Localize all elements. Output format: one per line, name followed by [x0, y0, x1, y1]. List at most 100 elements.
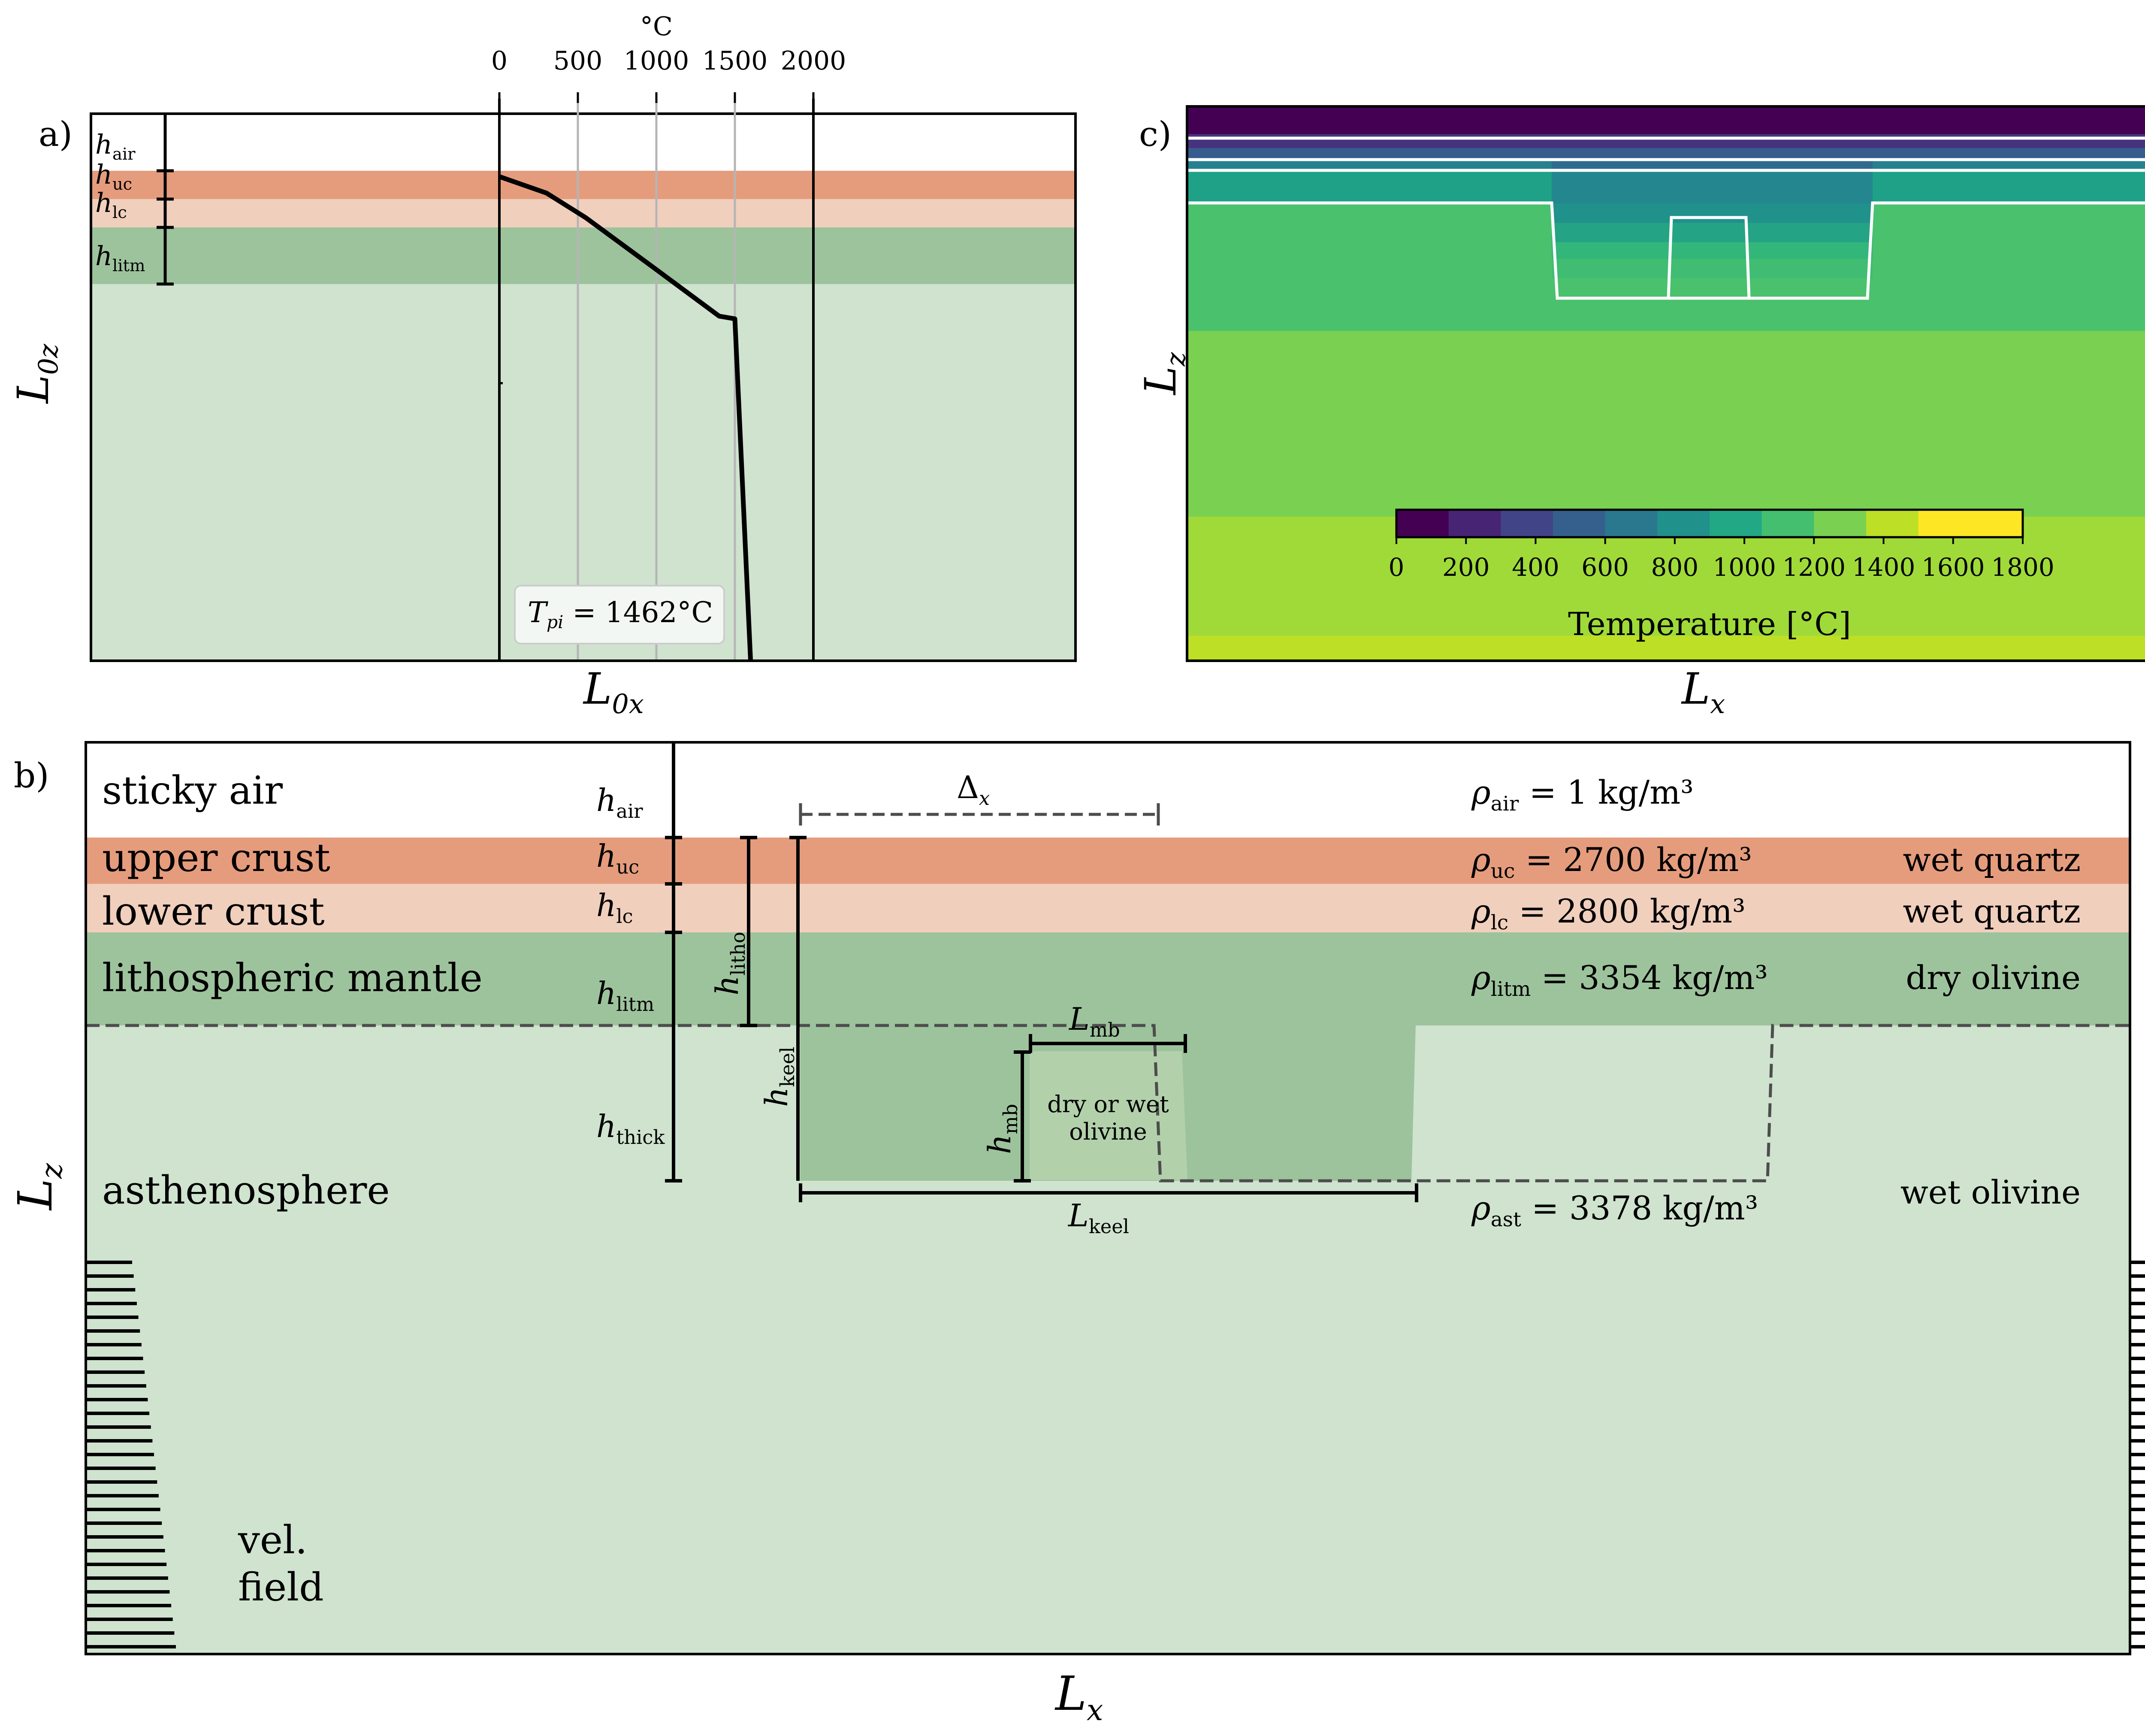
panel-a-temp-tick-1500: 1500	[702, 46, 768, 76]
panel-a-litho-mantle-layer	[91, 227, 1076, 284]
panel-a-h-lc: hlc	[95, 187, 127, 222]
colorbar-tick-label-600: 600	[1581, 553, 1629, 582]
temperature-band-keel-4	[1552, 170, 1873, 204]
panel-a-air-layer	[91, 114, 1076, 171]
colorbar-cell-9	[1866, 510, 1919, 537]
colorbar-tick-label-1000: 1000	[1713, 553, 1776, 582]
temperature-band-keel-12	[1552, 635, 1873, 661]
colorbar-cell-3	[1553, 510, 1606, 537]
panel-a-label: a)	[39, 114, 73, 154]
panel-b-h-mb-bar	[1014, 1050, 1031, 1183]
panel-a-temperature-axes: 0 500 1000 1500 2000 °C	[491, 12, 846, 662]
panel-b-l-keel-label: Lkeel	[1067, 1198, 1129, 1238]
panel-c-frame	[1186, 105, 2145, 662]
temperature-band-keel-8	[1552, 259, 1873, 279]
panel-b-vel-label-line2: field	[238, 1565, 324, 1610]
panel-b-h-litho-bar	[740, 836, 757, 1027]
colorbar-cell-6	[1710, 510, 1762, 537]
panel-b-litho-mantle-layer	[86, 932, 2130, 1025]
panel-b-rho-lc: ρlc = 2800 kg/m³	[1471, 892, 1746, 935]
panel-b-layer-name-lc: lower crust	[102, 889, 325, 934]
panel-c-colorbar-ticks: 0 200 400 600 800 1000 1200 1400 1600 1800	[1389, 537, 2054, 582]
panel-b-layer-name-litm: lithospheric mantle	[102, 956, 483, 1001]
panel-b-h-litho-label: hlitho	[709, 932, 749, 995]
colorbar-tick-label-1400: 1400	[1852, 553, 1915, 582]
panel-c-colorbar: 0 200 400 600 800 1000 1200 1400 1600 1800 Temper…	[1389, 508, 2054, 643]
colorbar-tick-label-200: 200	[1442, 553, 1490, 582]
colorbar-tick-label-800: 800	[1651, 553, 1699, 582]
panel-c-colorbar-label: Temperature [°C]	[1568, 606, 1851, 643]
temperature-band-keel-7	[1552, 242, 1873, 260]
panel-a-thickness-ruler	[157, 114, 174, 286]
panel-b-rheology-ast: wet olivine	[1900, 1173, 2081, 1211]
colorbar-tick-label-1800: 1800	[1991, 553, 2054, 582]
panel-b-rheology-litm: dry olivine	[1906, 959, 2081, 997]
panel-b-rheology-uc: wet quartz	[1903, 841, 2081, 879]
panel-a-legend-text: Tpi = 1462°C	[528, 596, 713, 632]
panel-a-x-axis-label: L0x	[583, 664, 644, 720]
panel-b-mb-rheology-line2: olivine	[1069, 1118, 1147, 1145]
panel-a-h-air: hair	[95, 129, 136, 164]
panel-b-mb-rheology-line1: dry or wet	[1047, 1091, 1169, 1118]
panel-b-h-mb-label: hmb	[982, 1104, 1022, 1154]
panel-a-temp-tick-2000: 2000	[781, 46, 846, 76]
colorbar-cell-8	[1814, 510, 1867, 537]
panel-b-label: b)	[14, 756, 49, 795]
panel-b-l-mb-label: Lmb	[1068, 1001, 1120, 1041]
colorbar-tick-label-0: 0	[1389, 553, 1405, 582]
panel-a: a) hair huc hlc hlitm	[8, 12, 1077, 720]
panel-c-colorbar-frame	[1395, 508, 2024, 538]
temperature-band-keel-10	[1552, 331, 1873, 517]
temperature-band-keel-1	[1552, 134, 1873, 148]
colorbar-cell-10	[1918, 510, 1971, 537]
panel-b-h-thick: hthick	[596, 1108, 665, 1149]
temperature-band-keel-2	[1552, 148, 1873, 160]
panel-b-lower-crust-layer	[86, 884, 2130, 932]
colorbar-tick-label-1200: 1200	[1782, 553, 1846, 582]
panel-b-velocity-field-right	[2130, 1261, 2145, 1648]
temperature-band-keel-5	[1552, 203, 1873, 224]
panel-c-outlines	[1187, 136, 2145, 300]
panel-b-delta-x-bar	[799, 803, 1160, 826]
panel-b-h-lc: hlc	[596, 887, 633, 928]
panel-b-thickness-ruler	[665, 742, 682, 1183]
panel-c-label: c)	[1139, 114, 1172, 154]
panel-b-rho-ast: ρast = 3378 kg/m³	[1471, 1189, 1758, 1231]
panel-b-air-layer	[86, 742, 2130, 838]
panel-b-frame	[85, 741, 2131, 1655]
panel-b-y-axis-label: Lz	[8, 1163, 69, 1211]
temperature-band-keel-0	[1552, 106, 1873, 135]
panel-b-l-keel-bar	[799, 1183, 1418, 1202]
panel-a-h-uc: huc	[95, 159, 132, 194]
panel-a-temp-unit: °C	[640, 12, 673, 42]
panel-a-lower-crust-layer	[91, 199, 1076, 227]
panel-c-colorbar-cells	[1396, 510, 2023, 537]
temperature-band-keel-6	[1552, 223, 1873, 243]
panel-b-layer-name-uc: upper crust	[102, 835, 330, 880]
panel-a-temp-tick-1000: 1000	[624, 46, 689, 76]
panel-b-mobile-belt	[1030, 1051, 1187, 1180]
panel-b-h-litm: hlitm	[596, 975, 654, 1016]
panel-b-upper-crust-layer	[86, 838, 2130, 884]
colorbar-cell-4	[1605, 510, 1658, 537]
colorbar-cell-1	[1448, 510, 1501, 537]
panel-c-y-axis-label: Lz	[1136, 352, 1191, 396]
colorbar-tick-label-400: 400	[1512, 553, 1559, 582]
panel-b: b) sticky air upper crust lower crust li…	[8, 741, 2145, 1727]
panel-b-layer-name-ast: asthenosphere	[102, 1168, 390, 1213]
panel-a-upper-crust-layer	[91, 171, 1076, 199]
panel-b-h-uc: huc	[596, 838, 639, 878]
panel-b-rho-air: ρair = 1 kg/m³	[1471, 773, 1694, 816]
panel-b-rho-uc: ρuc = 2700 kg/m³	[1471, 841, 1752, 883]
panel-b-x-axis-label: Lx	[1054, 1666, 1103, 1727]
panel-b-l-mb-bar	[1029, 1034, 1187, 1053]
temperature-band-keel-9	[1552, 278, 1873, 332]
panel-b-rheology-lc: wet quartz	[1903, 892, 2081, 930]
panel-a-y-axis-label: L0z	[8, 344, 64, 404]
panel-b-layer-name-air: sticky air	[102, 768, 283, 813]
colorbar-cell-0	[1396, 510, 1449, 537]
panel-b-h-keel-label: hkeel	[758, 1046, 799, 1107]
panel-b-rho-litm: ρlitm = 3354 kg/m³	[1471, 959, 1768, 1001]
colorbar-cell-2	[1501, 510, 1553, 537]
